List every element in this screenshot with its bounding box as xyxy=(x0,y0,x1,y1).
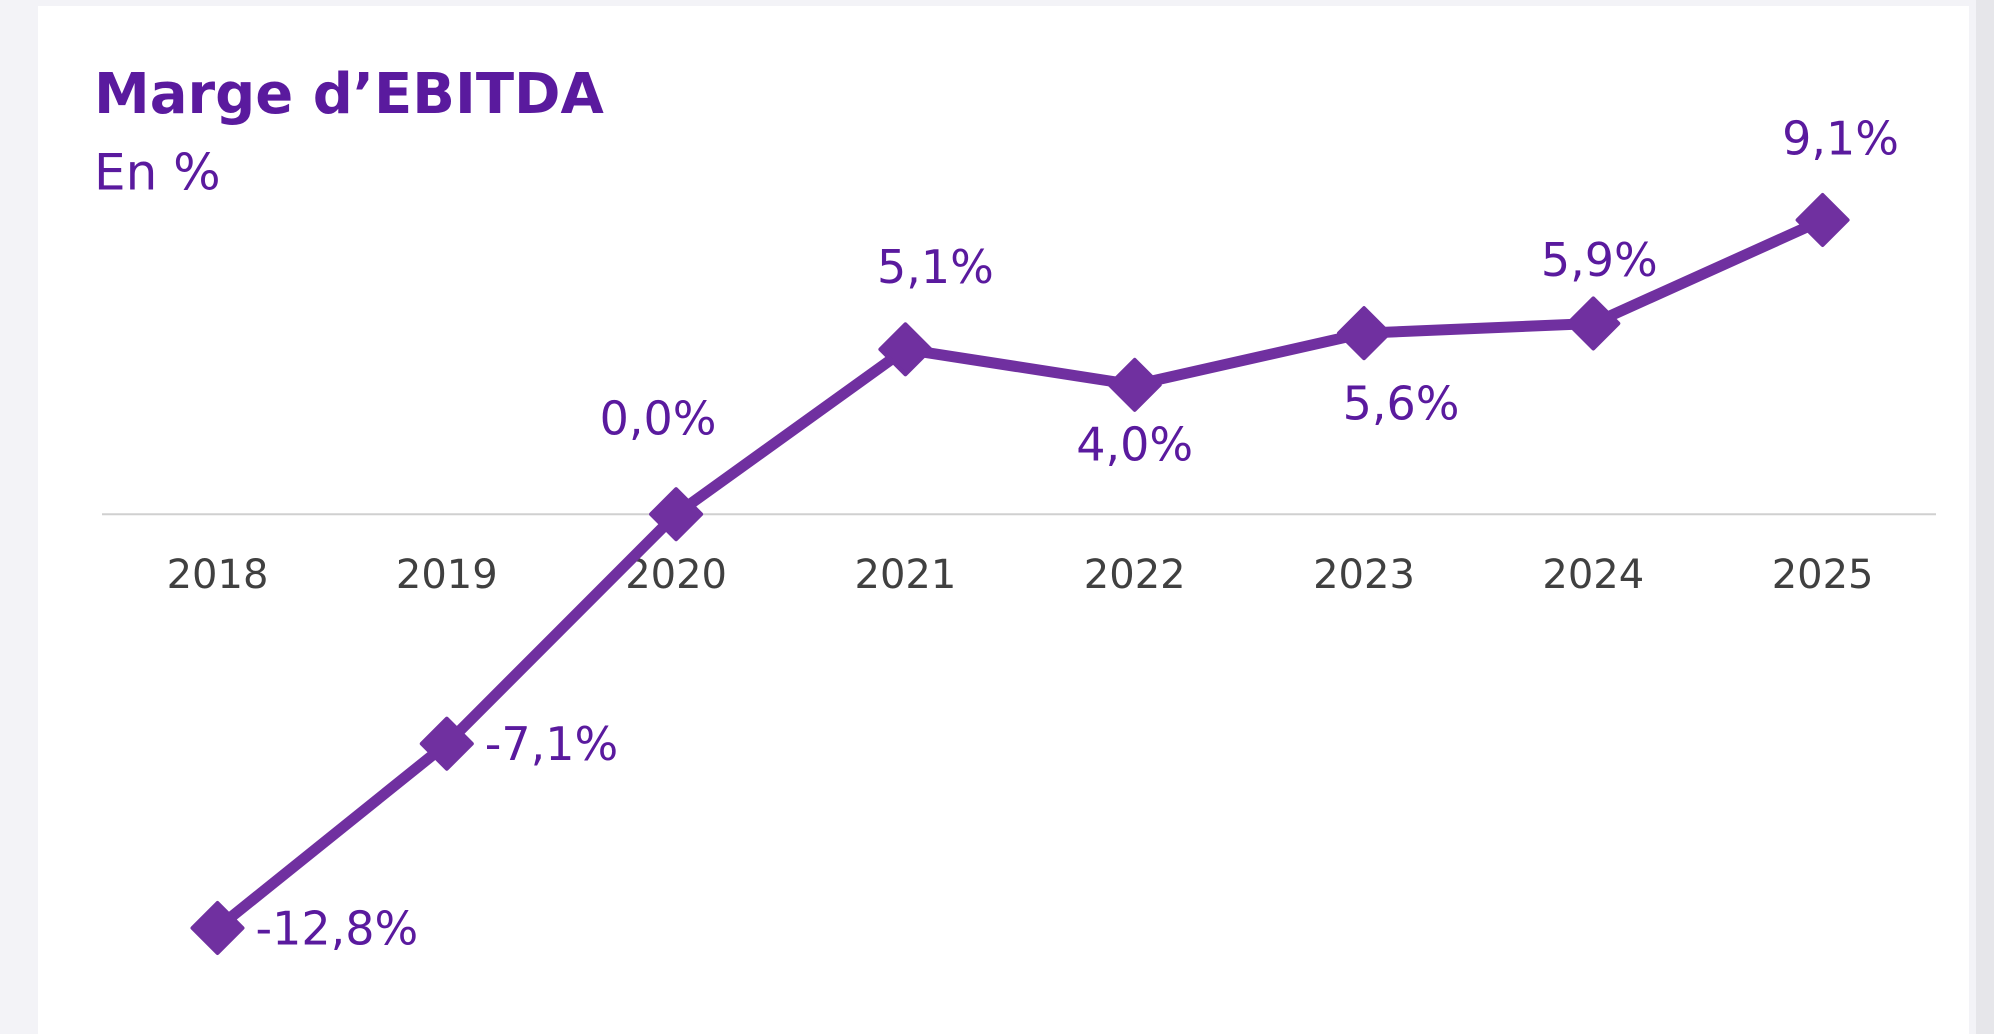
scroll-strip xyxy=(1976,0,1994,1034)
line xyxy=(214,214,1825,933)
data-label: 0,0% xyxy=(600,392,717,446)
marker xyxy=(1566,296,1621,351)
x-tick-label: 2023 xyxy=(1313,552,1415,598)
x-tick-label: 2019 xyxy=(396,552,498,598)
data-label: 5,6% xyxy=(1343,377,1460,431)
x-tick-label: 2020 xyxy=(625,552,727,598)
data-label: 9,1% xyxy=(1782,112,1899,166)
marker xyxy=(190,901,245,955)
marker xyxy=(419,716,474,771)
x-tick-label: 2022 xyxy=(1084,552,1186,598)
x-tick-label: 2025 xyxy=(1772,552,1874,598)
data-label: -12,8% xyxy=(256,902,419,956)
data-label: 5,1% xyxy=(877,240,994,294)
data-label: -7,1% xyxy=(485,717,618,771)
chart-title: Marge d’EBITDA xyxy=(94,62,605,127)
marker xyxy=(1337,306,1391,361)
x-tick-label: 2021 xyxy=(855,552,957,598)
marker xyxy=(878,322,933,377)
data-label: 5,9% xyxy=(1541,233,1658,287)
marker xyxy=(649,487,704,542)
x-tick-label: 2018 xyxy=(167,552,269,598)
x-tick-label: 2024 xyxy=(1542,552,1644,598)
data-label: 4,0% xyxy=(1076,417,1193,471)
chart-subtitle: En % xyxy=(94,144,221,202)
marker xyxy=(1795,193,1850,247)
card xyxy=(38,6,1969,1034)
marker xyxy=(1107,357,1162,412)
